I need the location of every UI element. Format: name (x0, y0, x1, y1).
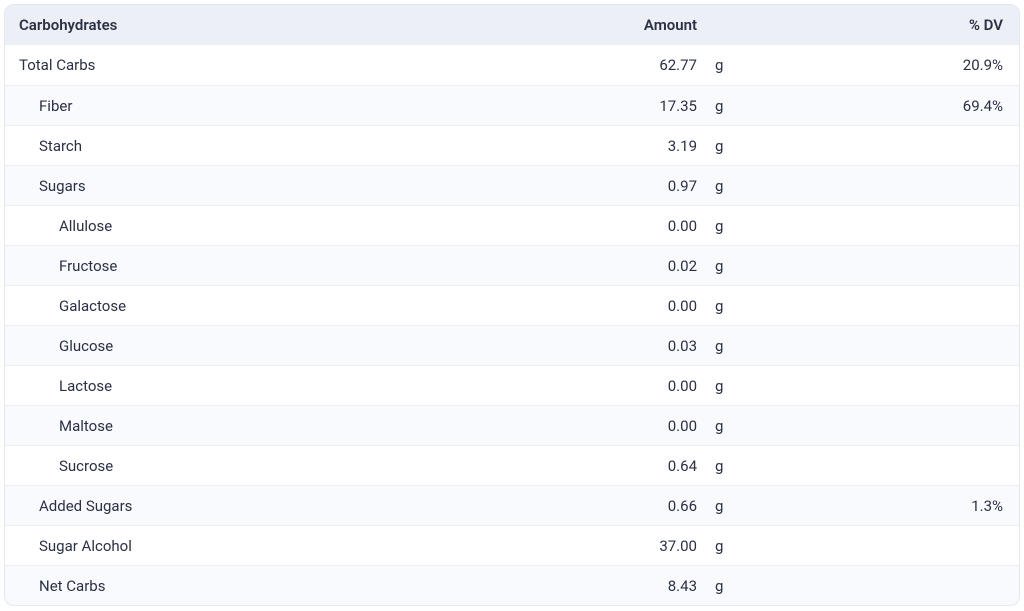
nutrient-amount: 37.00 (605, 537, 705, 555)
nutrient-unit: g (705, 297, 745, 315)
nutrient-amount: 8.43 (605, 577, 705, 595)
nutrient-amount: 0.97 (605, 177, 705, 195)
nutrient-amount: 0.00 (605, 217, 705, 235)
nutrient-amount: 3.19 (605, 137, 705, 155)
nutrient-label: Maltose (5, 417, 605, 435)
nutrient-amount: 0.00 (605, 377, 705, 395)
table-row: Sucrose0.64g (5, 445, 1019, 485)
nutrient-label: Total Carbs (5, 56, 605, 74)
table-row: Allulose0.00g (5, 205, 1019, 245)
header-dv: % DV (745, 16, 1019, 34)
table-row: Glucose0.03g (5, 325, 1019, 365)
nutrient-unit: g (705, 537, 745, 555)
header-name: Carbohydrates (5, 16, 605, 34)
table-row: Net Carbs8.43g (5, 565, 1019, 605)
table-header-row: Carbohydrates Amount % DV (5, 5, 1019, 45)
carbohydrates-table: Carbohydrates Amount % DV Total Carbs62.… (4, 4, 1020, 606)
nutrient-label: Allulose (5, 217, 605, 235)
nutrient-label: Sucrose (5, 457, 605, 475)
nutrient-amount: 0.03 (605, 337, 705, 355)
header-amount: Amount (605, 16, 705, 34)
table-row: Fiber17.35g69.4% (5, 85, 1019, 125)
nutrient-unit: g (705, 257, 745, 275)
table-row: Added Sugars0.66g1.3% (5, 485, 1019, 525)
nutrient-amount: 0.00 (605, 417, 705, 435)
nutrient-unit: g (705, 177, 745, 195)
nutrient-label: Starch (5, 137, 605, 155)
table-row: Fructose0.02g (5, 245, 1019, 285)
table-row: Sugars0.97g (5, 165, 1019, 205)
nutrient-unit: g (705, 217, 745, 235)
table-row: Maltose0.00g (5, 405, 1019, 445)
nutrient-amount: 0.00 (605, 297, 705, 315)
nutrient-label: Lactose (5, 377, 605, 395)
nutrient-dv: 20.9% (745, 56, 1019, 74)
nutrient-label: Fiber (5, 97, 605, 115)
nutrient-label: Fructose (5, 257, 605, 275)
nutrient-unit: g (705, 137, 745, 155)
nutrient-dv: 69.4% (745, 97, 1019, 115)
table-row: Lactose0.00g (5, 365, 1019, 405)
nutrient-unit: g (705, 417, 745, 435)
nutrient-unit: g (705, 97, 745, 115)
nutrient-unit: g (705, 377, 745, 395)
table-body: Total Carbs62.77g20.9%Fiber17.35g69.4%St… (5, 45, 1019, 605)
nutrient-amount: 17.35 (605, 97, 705, 115)
nutrient-unit: g (705, 497, 745, 515)
nutrient-label: Net Carbs (5, 577, 605, 595)
table-row: Galactose0.00g (5, 285, 1019, 325)
nutrient-dv: 1.3% (745, 497, 1019, 515)
nutrient-amount: 0.66 (605, 497, 705, 515)
nutrient-label: Galactose (5, 297, 605, 315)
table-row: Total Carbs62.77g20.9% (5, 45, 1019, 85)
table-row: Starch3.19g (5, 125, 1019, 165)
nutrient-unit: g (705, 56, 745, 74)
nutrient-unit: g (705, 337, 745, 355)
nutrient-unit: g (705, 457, 745, 475)
nutrient-label: Glucose (5, 337, 605, 355)
table-row: Sugar Alcohol37.00g (5, 525, 1019, 565)
nutrient-unit: g (705, 577, 745, 595)
nutrient-label: Added Sugars (5, 497, 605, 515)
nutrient-amount: 0.02 (605, 257, 705, 275)
nutrient-label: Sugar Alcohol (5, 537, 605, 555)
nutrient-amount: 0.64 (605, 457, 705, 475)
nutrient-label: Sugars (5, 177, 605, 195)
nutrient-amount: 62.77 (605, 56, 705, 74)
